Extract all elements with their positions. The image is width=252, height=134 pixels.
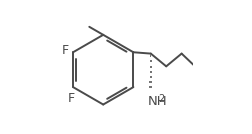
Text: NH: NH (147, 95, 167, 108)
Text: F: F (68, 92, 75, 105)
Text: F: F (62, 44, 69, 57)
Text: 2: 2 (158, 94, 164, 104)
